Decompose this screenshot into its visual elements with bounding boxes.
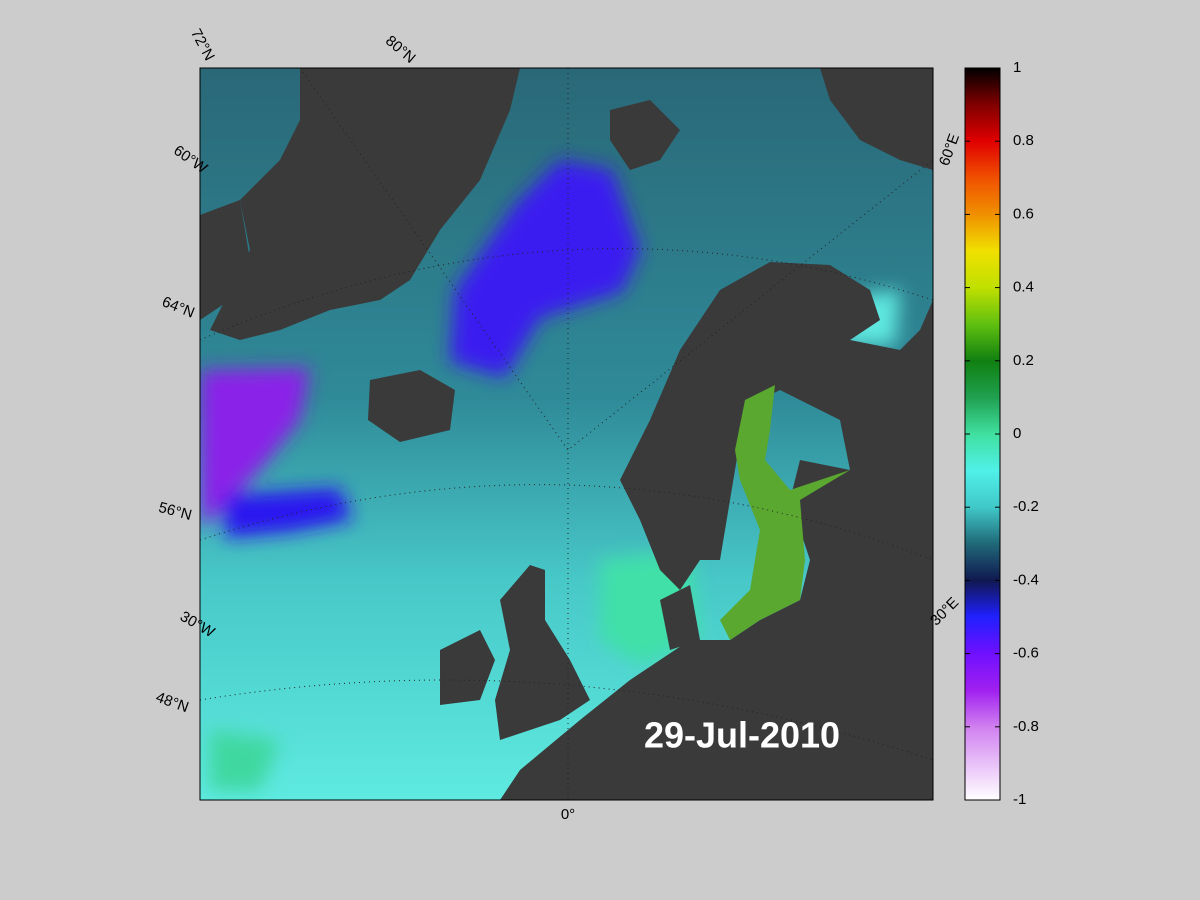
graticule — [200, 68, 933, 800]
grid-label: 0° — [561, 806, 575, 823]
colorbar-tick-label: 0.6 — [1013, 205, 1034, 222]
land — [200, 68, 933, 800]
colorbar-tick-label: 1 — [1013, 59, 1021, 76]
colorbar-tick-label: -1 — [1013, 791, 1026, 808]
grid-label: 60°E — [936, 132, 963, 169]
date-label: 29-Jul-2010 — [644, 715, 840, 756]
grid-label: 72°N — [187, 26, 218, 64]
grid-label: 56°N — [157, 499, 194, 524]
colorbar-tick-label: 0.4 — [1013, 279, 1034, 296]
grid-label: 48°N — [154, 689, 191, 716]
colorbar-tick-label: 0.8 — [1013, 132, 1034, 149]
colorbar-tick-label: -0.6 — [1013, 645, 1039, 662]
colorbar-tick-label: 0 — [1013, 425, 1021, 442]
grid-label: 80°N — [382, 32, 419, 67]
colorbar-tick-label: -0.2 — [1013, 498, 1039, 515]
grid-label: 64°N — [159, 293, 196, 321]
colorbar-tick-label: -0.4 — [1013, 571, 1039, 588]
colorbar-tick-label: -0.8 — [1013, 718, 1039, 735]
map-frame — [199, 67, 934, 801]
map: 29-Jul-2010 — [200, 68, 933, 800]
colorbar-scale — [964, 67, 1001, 801]
colorbar-tick-label: 0.2 — [1013, 352, 1034, 369]
baltic-sea — [720, 385, 850, 640]
anomaly-patches — [200, 160, 900, 790]
colorbar: 1 0.8 0.6 0.4 0.2 0 -0.2 -0.4 -0.6 -0.8 -1 — [964, 59, 1039, 808]
